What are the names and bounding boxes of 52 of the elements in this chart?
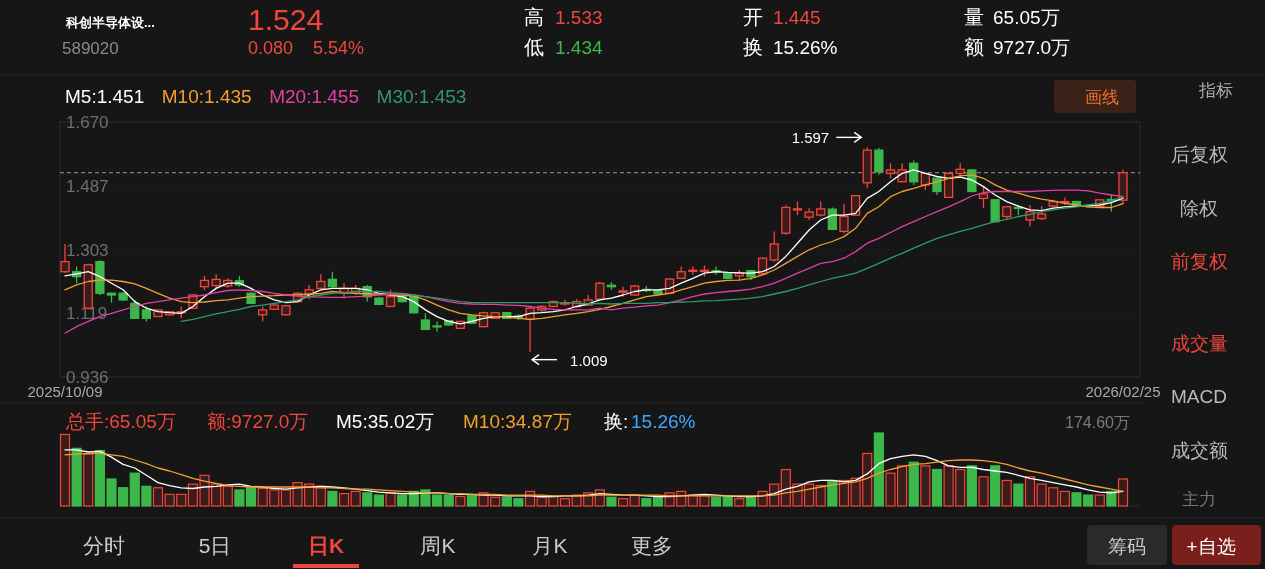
text: M5:1.451 [65,86,145,107]
x-tick-label: 2026/02/25 [1085,383,1161,400]
text: 成交额 [1170,440,1228,461]
text: 1.445 [773,7,821,28]
text: M10:34.87万 [463,411,572,432]
y-tick-label: 1.119 [66,304,108,324]
text: 15.26% [773,37,838,58]
text: M10:1.435 [161,86,252,107]
text: 换: [604,411,629,432]
text: 前复权 [1170,251,1228,272]
text: 额:9727.0万 [207,411,309,432]
text: 主力 [1182,490,1216,509]
annotation: 1.597 [791,129,830,147]
text: 1.533 [555,7,603,28]
text: 5日 [198,534,232,557]
text: 分时 [83,534,125,557]
y-tick-label: 1.303 [66,240,109,260]
text: 月K [532,534,568,557]
text: 15.26% [631,411,696,432]
text: 指标 [1198,81,1233,100]
y-tick-label: 1.670 [66,113,109,132]
text: 65.05万 [993,7,1060,28]
y-tick-label: 1.487 [66,176,109,196]
text: 周K [420,534,456,557]
text: 低 [524,36,544,58]
text: 换 [743,36,763,58]
text: 1.434 [555,37,603,58]
text: 筹码 [1108,536,1146,557]
text: M5:35.02万 [336,411,435,432]
annotation: 1.009 [570,351,608,369]
text: 开 [743,6,763,28]
text: 589020 [62,39,119,58]
text: 成交量 [1170,333,1228,354]
text: MACD [1171,386,1227,407]
text: 额 [964,36,984,58]
text: 0.080 [248,38,294,58]
text: 画线 [1085,88,1119,107]
text: M20:1.455 [269,86,359,107]
text: 高 [524,6,544,28]
text: +自选 [1186,536,1236,557]
text: M30:1.453 [376,86,467,107]
text: 更多 [631,534,673,557]
text: 5.54% [313,38,365,58]
text: 日K [307,534,345,557]
text: 后复权 [1170,144,1228,165]
text: 除权 [1180,198,1218,219]
text: 科创半导体设... [65,15,155,30]
text: 1.524 [248,3,324,36]
text: 174.60万 [1065,414,1130,431]
text: 量 [964,6,984,28]
text: 9727.0万 [993,37,1071,58]
text: 总手:65.05万 [65,411,176,432]
